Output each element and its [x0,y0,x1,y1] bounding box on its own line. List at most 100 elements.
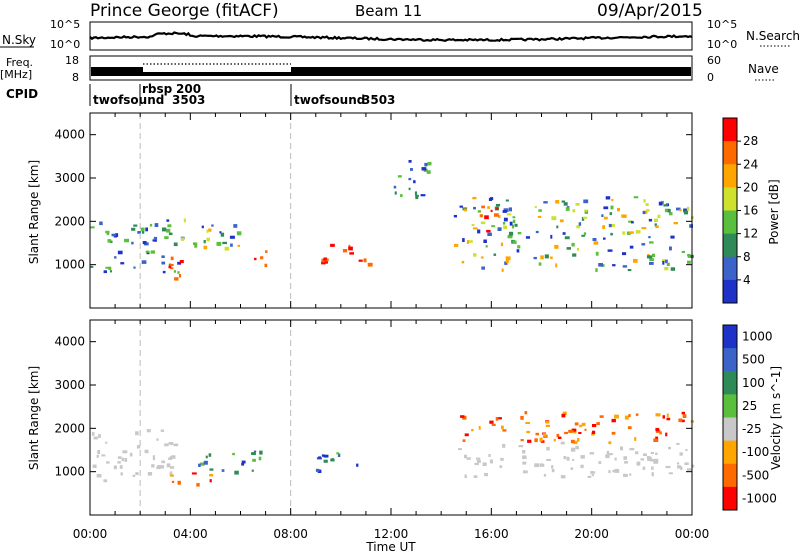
echo-cell [117,250,123,255]
colorbar-segment [723,256,737,281]
echo-cell [533,256,537,260]
time-tick-label: 00:00 [675,527,710,541]
echo-cell [488,197,492,201]
echo-cell [505,259,509,263]
time-tick-label: 00:00 [73,527,108,541]
echo-cell [649,241,654,244]
echo-cell [520,415,524,420]
echo-cell [151,464,155,468]
y-tick-label: 2000 [54,421,85,435]
echo-cell [92,464,97,468]
echo-cell [563,455,567,460]
cpid-seg-2-name: twofsound [294,93,365,107]
echo-cell [162,227,167,232]
echo-cell [635,413,639,416]
y-tick-label: 3000 [54,171,85,185]
echo-cell [462,439,466,442]
echo-cell [162,270,166,274]
echo-cell [473,253,477,257]
echo-cell [571,242,575,247]
echo-cell [575,203,580,206]
echo-cell [606,450,610,455]
echo-cell [170,471,173,475]
echo-cell [535,230,539,234]
echo-cell [562,411,567,415]
echo-cell [318,456,321,459]
echo-cell [629,473,632,476]
echo-cell [593,241,599,245]
echo-cell [646,209,650,212]
echo-cell [551,468,555,473]
echo-cell [525,236,530,239]
echo-cell [503,217,508,222]
echo-cell [564,236,570,240]
echo-cell [480,256,484,259]
echo-cell [581,217,585,221]
echo-cell [140,227,145,232]
echo-cell [512,219,516,224]
echo-cell [90,226,95,229]
freq-label-2: [MHz] [0,68,32,81]
echo-cell [483,239,487,243]
echo-cell [678,418,683,422]
velocity-ylabel: Slant Range [km] [27,366,41,470]
echo-cell [622,265,628,268]
echo-cell [602,225,606,229]
echo-cell [640,458,645,461]
echo-cell [537,215,542,218]
cpid-seg-2-id: 3503 [362,93,395,107]
echo-cell [662,261,665,265]
echo-cell [408,177,412,181]
echo-cell [251,452,256,455]
echo-cell [466,457,471,460]
echo-cell [666,262,670,266]
echo-cell [105,266,110,269]
echo-cell [591,474,595,477]
echo-cell [645,203,649,206]
echo-cell [224,246,230,251]
echo-cell [173,270,176,273]
echo-cell [628,220,633,223]
colorbar-segment [723,417,737,442]
echo-cell [622,214,627,218]
echo-cell [512,216,516,219]
echo-cell [132,474,136,477]
echo-cell [135,472,139,476]
noise-sky-line [89,31,693,43]
colorbar-segment [723,118,737,142]
echo-cell [171,455,176,459]
echo-cell [481,205,485,209]
echo-cell [643,199,646,203]
echo-cell [669,246,672,251]
echo-cell [161,460,165,464]
echo-cell [153,236,158,240]
echo-cell [502,444,506,448]
echo-cell [526,430,531,434]
echo-cell [592,238,597,241]
echo-cell [655,429,661,433]
echo-cell [501,268,504,272]
freq-panel: Freq. [MHz] 18 8 60 0 Nave [0,54,779,84]
echo-cell [576,247,579,251]
echo-cell [414,191,417,195]
echo-cell [119,465,123,469]
echo-cell [679,452,683,456]
echo-cell [459,205,463,208]
echo-cell [649,258,654,262]
echo-cell [230,243,233,247]
echo-cell [497,227,502,231]
echo-cell [540,255,544,260]
noise-panel: N.Sky 10^5 10^0 10^5 10^0 N.Search [0,18,800,51]
echo-cell [472,196,477,200]
echo-cell [503,225,508,230]
echo-cell [477,210,481,213]
echo-cell [576,225,581,229]
velocity-y-axis: 1000 2000 3000 4000 [54,335,692,479]
echo-cell [641,243,646,246]
echo-cell [394,191,397,195]
colorbar-tick-label: 500 [742,353,765,367]
echo-cell [512,240,517,244]
echo-cell [635,451,639,455]
echo-cell [154,223,159,227]
echo-cell [413,180,416,184]
